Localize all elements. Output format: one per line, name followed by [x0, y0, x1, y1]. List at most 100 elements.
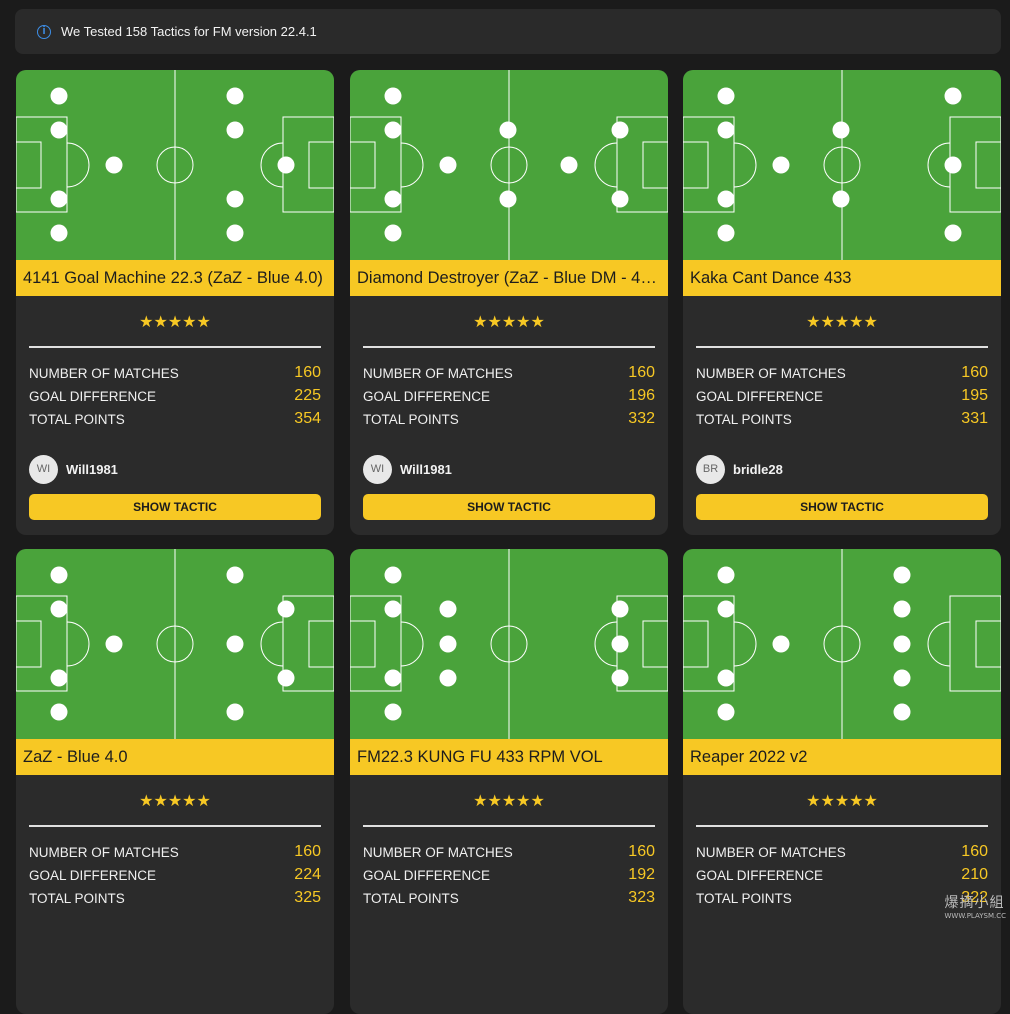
stat-row: TOTAL POINTS 332 — [363, 408, 655, 430]
player-dot — [611, 635, 629, 653]
tactic-title[interactable]: Reaper 2022 v2 — [690, 747, 808, 766]
player-dot — [226, 224, 244, 242]
stat-value: 354 — [294, 410, 321, 427]
author-name[interactable]: bridle28 — [733, 461, 783, 477]
player-dot — [944, 224, 962, 242]
left-penalty-arc — [400, 142, 424, 188]
tactic-card[interactable]: Diamond Destroyer (ZaZ - Blue DM - 4222)… — [350, 70, 668, 535]
divider — [29, 346, 321, 348]
player-dot — [772, 156, 790, 174]
left-penalty-arc — [66, 621, 90, 667]
stat-value: 210 — [961, 866, 988, 883]
star-rating: ★★★★★ — [806, 314, 878, 331]
tactic-title[interactable]: Diamond Destroyer (ZaZ - Blue DM - 4222) — [357, 268, 661, 287]
stat-row: GOAL DIFFERENCE 210 — [696, 864, 988, 886]
left-penalty-box — [683, 116, 735, 213]
author-name[interactable]: Will1981 — [66, 461, 118, 477]
stat-value: 160 — [961, 364, 988, 381]
player-dot — [226, 566, 244, 584]
stat-value: 160 — [961, 843, 988, 860]
player-dot — [384, 600, 402, 618]
left-penalty-box — [16, 116, 68, 213]
stat-value: 225 — [294, 387, 321, 404]
left-penalty-arc — [733, 621, 757, 667]
stat-row: NUMBER OF MATCHES 160 — [363, 362, 655, 384]
show-tactic-button[interactable]: SHOW TACTIC — [696, 494, 988, 520]
tactic-card[interactable]: 4141 Goal Machine 22.3 (ZaZ - Blue 4.0) ★… — [16, 70, 334, 535]
player-dot — [499, 121, 517, 139]
left-penalty-box — [16, 595, 68, 692]
tactic-title[interactable]: FM22.3 KUNG FU 433 RPM VOL — [357, 747, 603, 766]
player-dot — [611, 190, 629, 208]
stat-label: GOAL DIFFERENCE — [363, 867, 491, 883]
player-dot — [893, 635, 911, 653]
left-goal-box — [16, 141, 42, 189]
tactic-card[interactable]: Reaper 2022 v2 ★★★★★ NUMBER OF MATCHES 160 G… — [683, 549, 1001, 1014]
player-dot — [384, 224, 402, 242]
player-dot — [384, 87, 402, 105]
stat-row: NUMBER OF MATCHES 160 — [696, 841, 988, 863]
tactic-card[interactable]: FM22.3 KUNG FU 433 RPM VOL ★★★★★ NUMBER OF… — [350, 549, 668, 1014]
player-dot — [50, 566, 68, 584]
stat-label: TOTAL POINTS — [29, 411, 125, 427]
player-dot — [384, 669, 402, 687]
stat-value: 331 — [961, 410, 988, 427]
right-goal-box — [975, 620, 1001, 668]
stat-row: TOTAL POINTS 323 — [363, 887, 655, 909]
player-dot — [499, 190, 517, 208]
show-tactic-button[interactable]: SHOW TACTIC — [363, 494, 655, 520]
right-penalty-arc — [594, 621, 618, 667]
stat-value: 322 — [961, 889, 988, 906]
show-tactic-button[interactable]: SHOW TACTIC — [29, 494, 321, 520]
stat-label: GOAL DIFFERENCE — [29, 867, 157, 883]
right-penalty-arc — [927, 142, 951, 188]
pitch-diagram — [350, 549, 668, 739]
tactic-title[interactable]: Kaka Cant Dance 433 — [690, 268, 852, 287]
author-name[interactable]: Will1981 — [400, 461, 452, 477]
right-penalty-arc — [260, 621, 284, 667]
player-dot — [717, 600, 735, 618]
right-penalty-box — [616, 116, 668, 213]
pitch — [16, 70, 334, 260]
stat-row: NUMBER OF MATCHES 160 — [696, 362, 988, 384]
avatar: WI — [29, 454, 58, 484]
player-dot — [50, 600, 68, 618]
stat-value: 160 — [294, 364, 321, 381]
right-goal-box — [642, 620, 668, 668]
left-goal-box — [683, 620, 709, 668]
player-dot — [772, 635, 790, 653]
player-dot — [226, 635, 244, 653]
left-goal-box — [16, 620, 42, 668]
player-dot — [384, 190, 402, 208]
stat-label: GOAL DIFFERENCE — [696, 388, 824, 404]
tactic-title[interactable]: ZaZ - Blue 4.0 — [23, 747, 128, 766]
player-dot — [50, 190, 68, 208]
stat-label: NUMBER OF MATCHES — [696, 844, 846, 860]
tactic-title-bar: Kaka Cant Dance 433 — [683, 260, 1001, 296]
player-dot — [384, 703, 402, 721]
stat-row: GOAL DIFFERENCE 224 — [29, 864, 321, 886]
player-dot — [439, 635, 457, 653]
right-goal-box — [308, 620, 334, 668]
stat-value: 192 — [628, 866, 655, 883]
stat-row: TOTAL POINTS 325 — [29, 887, 321, 909]
stat-label: NUMBER OF MATCHES — [363, 365, 513, 381]
stat-row: TOTAL POINTS 322 — [696, 887, 988, 909]
tactic-title-bar: 4141 Goal Machine 22.3 (ZaZ - Blue 4.0) — [16, 260, 334, 296]
center-circle — [156, 625, 194, 663]
player-dot — [717, 121, 735, 139]
divider — [696, 346, 988, 348]
tactic-title[interactable]: 4141 Goal Machine 22.3 (ZaZ - Blue 4.0) — [23, 268, 323, 287]
tactic-card[interactable]: Kaka Cant Dance 433 ★★★★★ NUMBER OF MATCHE… — [683, 70, 1001, 535]
stat-label: GOAL DIFFERENCE — [696, 867, 824, 883]
stat-label: GOAL DIFFERENCE — [363, 388, 491, 404]
avatar: WI — [363, 454, 392, 484]
tactic-card[interactable]: ZaZ - Blue 4.0 ★★★★★ NUMBER OF MATCHES 160 G… — [16, 549, 334, 1014]
stat-label: TOTAL POINTS — [696, 411, 792, 427]
stat-row: NUMBER OF MATCHES 160 — [29, 841, 321, 863]
pitch-diagram — [350, 70, 668, 260]
star-rating: ★★★★★ — [139, 314, 211, 331]
player-dot — [611, 121, 629, 139]
player-dot — [832, 190, 850, 208]
pitch — [16, 549, 334, 739]
